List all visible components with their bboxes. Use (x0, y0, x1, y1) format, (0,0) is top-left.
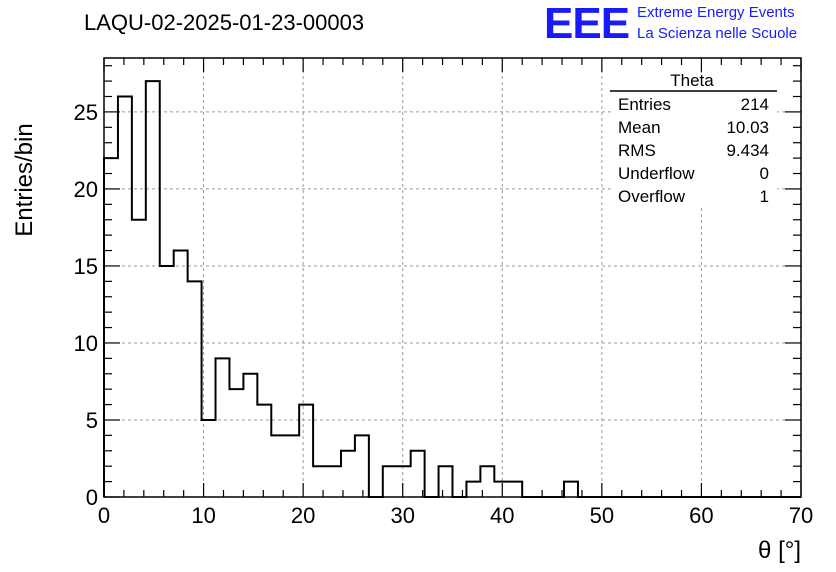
logo-line-1: Extreme Energy Events (637, 4, 795, 21)
x-tick-label: 70 (789, 503, 813, 528)
eee-logo: EEE (544, 0, 630, 48)
stats-value-rms: 9.434 (726, 141, 769, 160)
x-tick-label: 20 (291, 503, 315, 528)
histogram-bin (341, 451, 355, 497)
plot-frame (103, 57, 802, 498)
histogram-bin (466, 482, 480, 497)
histogram-bin (132, 220, 146, 497)
y-tick-label: 5 (86, 408, 98, 433)
histogram-bin (285, 435, 299, 497)
stats-label-rms: RMS (618, 141, 656, 160)
histogram-bin (480, 466, 494, 497)
histogram-bin (327, 466, 341, 497)
x-axis-label: θ [°] (758, 537, 801, 564)
stats-label-mean: Mean (618, 118, 661, 137)
histogram-bin (271, 435, 285, 497)
histogram-bin (160, 266, 174, 497)
histogram-bin (202, 420, 216, 497)
histogram-bin (174, 251, 188, 497)
stats-label-underflow: Underflow (618, 164, 695, 183)
histogram-bin (411, 451, 425, 497)
chart-title: LAQU-02-2025-01-23-00003 (84, 10, 365, 35)
stats-value-underflow: 0 (760, 164, 769, 183)
y-axis-label: Entries/bin (11, 123, 38, 236)
logo-line-2: La Scienza nelle Scuole (637, 25, 798, 42)
histogram-bin (243, 374, 257, 497)
histogram-bin (313, 466, 327, 497)
stats-value-entries: 214 (741, 95, 769, 114)
histogram-bin (397, 466, 411, 497)
y-tick-label: 15 (74, 254, 98, 279)
y-tick-label: 25 (74, 100, 98, 125)
stats-box: Theta Entries 214 Mean 10.03 RMS 9.434 U… (610, 71, 777, 206)
histogram-bin (383, 466, 397, 497)
histogram-bin (229, 389, 243, 497)
histogram-bin (257, 405, 271, 497)
stats-label-entries: Entries (618, 95, 671, 114)
x-tick-label: 60 (689, 503, 713, 528)
histogram-bin (355, 435, 369, 497)
histogram-bin (508, 482, 522, 497)
y-tick-label: 20 (74, 177, 98, 202)
y-tick-label: 0 (86, 485, 98, 510)
x-tick-label: 10 (191, 503, 215, 528)
histogram-bin (216, 358, 230, 497)
histogram-bin (118, 97, 132, 497)
histogram-bin (439, 466, 453, 497)
x-tick-label: 0 (98, 503, 110, 528)
stats-label-overflow: Overflow (618, 187, 686, 206)
y-tick-label: 10 (74, 331, 98, 356)
histogram-bin (494, 482, 508, 497)
histogram-bins (104, 81, 578, 497)
stats-value-overflow: 1 (760, 187, 769, 206)
stats-value-mean: 10.03 (726, 118, 769, 137)
histogram-bin (299, 405, 313, 497)
stats-title: Theta (670, 71, 714, 90)
x-tick-label: 30 (390, 503, 414, 528)
x-tick-label: 40 (490, 503, 514, 528)
x-tick-label: 50 (590, 503, 614, 528)
histogram-bin (104, 158, 118, 497)
histogram-bin (146, 81, 160, 497)
histogram-bin (564, 482, 578, 497)
axis-ticks (103, 58, 802, 498)
histogram-bin (188, 281, 202, 497)
